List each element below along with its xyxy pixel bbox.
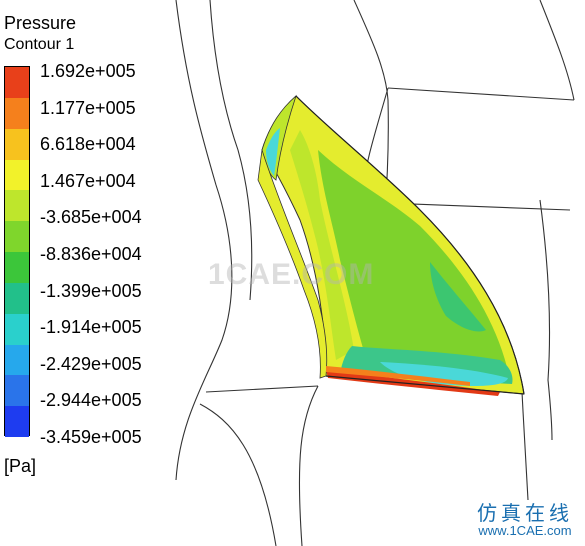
colorbar-tick-label: 6.618e+004 [40,134,136,155]
colorbar-tick-label: 1.467e+004 [40,170,136,191]
high-pressure-band [326,370,500,396]
colorbar-segment [5,252,29,284]
mesh-line [209,0,253,301]
mesh-line [387,87,575,101]
mesh-line [521,391,529,501]
legend-units: [Pa] [4,456,37,476]
logo-name: 仿真在线 [477,501,573,525]
mesh-line [539,0,575,101]
colorbar-segment [5,190,29,222]
site-logo: 仿真在线 www.1CAE.com [477,502,573,538]
colorbar-segment [5,128,29,160]
legend-subtitle: Contour 1 [4,36,75,53]
colorbar-segment [5,313,29,345]
mesh-line [539,199,551,381]
colorbar [4,66,30,438]
colorbar-tick-label: -8.836e+004 [40,244,142,264]
colorbar-tick-label: -1.399e+005 [40,280,142,301]
colorbar-segment [5,406,29,438]
blade-edge [295,95,525,395]
cyan-region [380,362,508,386]
colorbar-tick-label: -1.914e+005 [40,317,142,338]
colorbar-tick-label: -3.459e+005 [40,427,142,447]
blade-contour [257,94,525,396]
colorbar-tick-label: -3.685e+004 [40,207,142,228]
watermark: 1CAE.COM [208,258,375,291]
colorbar-segment [5,159,29,191]
lightgreen-region [290,130,354,360]
teal-region [430,262,486,332]
colorbar-segment [5,344,29,376]
mesh-line [175,0,233,481]
colorbar-tick-label: 1.177e+005 [40,97,136,118]
logo-url: www.1CAE.com [478,523,572,538]
colorbar-segment [5,97,29,130]
cyan-region [266,128,280,176]
mesh-line [199,403,277,546]
colorbar-segment [5,375,29,407]
orange-band [326,366,470,386]
colorbar-tick-label: -2.429e+005 [40,353,142,374]
colorbar-segment [5,67,29,99]
blade-edge [325,375,525,395]
mesh-line [205,385,319,393]
colorbar-segment [5,282,29,315]
colorbar-segment [5,221,29,253]
colorbar-tick-label: 1.692e+005 [40,61,136,81]
mesh-line [547,379,553,441]
colorbar-tick-label: -2.944e+005 [40,390,142,411]
hub-strip [257,149,328,379]
mesh-line [298,385,319,546]
legend-title: Pressure [4,13,77,33]
